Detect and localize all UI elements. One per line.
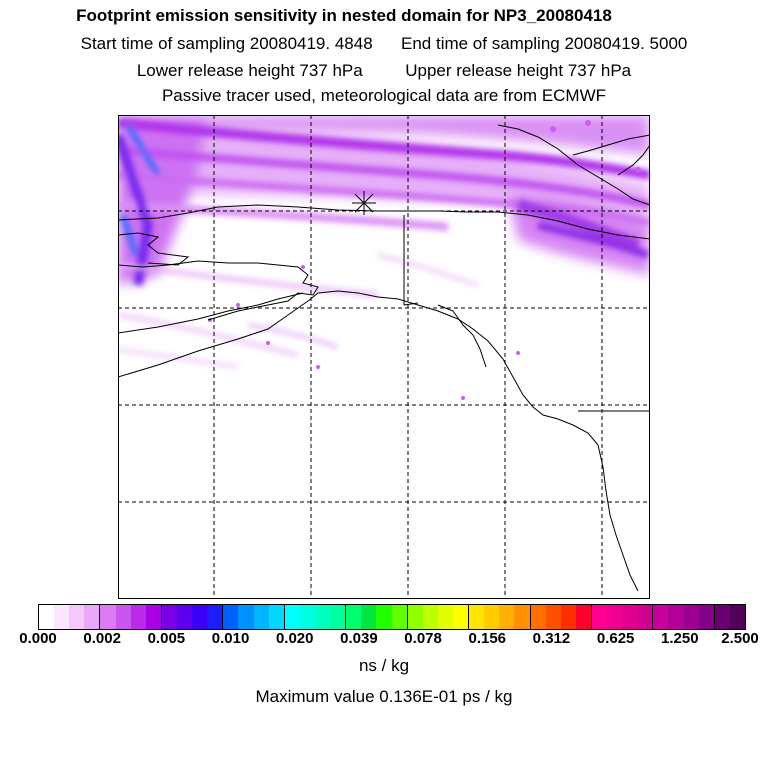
colorbar-swatch — [391, 605, 408, 629]
colorbar-swatch — [176, 605, 193, 629]
colorbar-swatch — [314, 605, 331, 629]
colorbar-swatch — [223, 605, 239, 629]
colorbar-tick-label: 0.039 — [340, 630, 378, 647]
sampling-times: Start time of sampling 20080419. 4848 En… — [0, 34, 768, 54]
tracer-note: Passive tracer used, meteorological data… — [161, 86, 607, 105]
colorbar-swatch — [469, 605, 485, 629]
colorbar-swatch — [575, 605, 592, 629]
colorbar-tick-label: 1.250 — [661, 630, 699, 647]
colorbar-swatch — [284, 605, 300, 629]
graticule — [118, 115, 650, 599]
map-panel — [118, 115, 650, 599]
colorbar-swatch — [84, 605, 101, 629]
asterisk-icon — [352, 191, 376, 215]
colorbar-tick-label: 0.002 — [83, 630, 121, 647]
colorbar-swatch — [530, 605, 546, 629]
colorbar-tick-label: 0.000 — [19, 630, 57, 647]
colorbar-swatch — [698, 605, 715, 629]
colorbar — [38, 604, 746, 630]
release-heights: Lower release height 737 hPa Upper relea… — [0, 61, 768, 81]
colorbar-swatch — [637, 605, 654, 629]
colorbar-swatch — [161, 605, 177, 629]
colorbar-swatch — [452, 605, 470, 629]
colorbar-swatch — [591, 605, 608, 629]
colorbar-swatch — [361, 605, 377, 629]
sensitivity-field — [118, 115, 650, 400]
map-svg — [118, 115, 650, 599]
maximum-value: Maximum value 0.136E-01 ps / kg — [255, 687, 513, 706]
colorbar-swatch — [407, 605, 423, 629]
colorbar-swatch — [330, 605, 347, 629]
colorbar-swatch — [653, 605, 669, 629]
colorbar-swatch — [560, 605, 576, 629]
colorbar-tick-labels: 0.000 0.002 0.005 0.010 0.020 0.039 0.078 0.156… — [0, 630, 768, 652]
colorbar-swatch — [130, 605, 146, 629]
colorbar-swatch — [39, 605, 55, 629]
colorbar-swatch — [145, 605, 162, 629]
colorbar-swatch — [607, 605, 623, 629]
colorbar-swatch — [422, 605, 438, 629]
plot-title: Footprint emission sensitivity in nested… — [76, 6, 612, 25]
colorbar-swatch — [54, 605, 70, 629]
colorbar-tick-label: 0.156 — [468, 630, 507, 647]
colorbar-swatch — [714, 605, 730, 629]
colorbar-tick-label: 0.010 — [211, 630, 250, 647]
colorbar-swatch — [268, 605, 285, 629]
colorbar-tick-label: 0.020 — [275, 630, 314, 647]
colorbar-swatch — [69, 605, 85, 629]
colorbar-swatch — [499, 605, 515, 629]
colorbar-tick-label: 0.078 — [404, 630, 442, 647]
lower-release-label: Lower release height 737 hPa — [136, 61, 363, 80]
colorbar-unit: ns / kg — [358, 656, 410, 675]
colorbar-swatch — [668, 605, 684, 629]
colorbar-swatch — [238, 605, 254, 629]
colorbar-tick-label: 2.500 — [721, 630, 759, 647]
colorbar-tick-label: 0.625 — [596, 630, 635, 647]
colorbar-swatch — [437, 605, 453, 629]
colorbar-swatch — [100, 605, 116, 629]
colorbar-swatch — [253, 605, 269, 629]
colorbar-swatch — [484, 605, 500, 629]
upper-release-label: Upper release height 737 hPa — [405, 61, 632, 80]
colorbar-swatch — [622, 605, 638, 629]
colorbar-swatch — [192, 605, 208, 629]
colorbar-swatch — [683, 605, 699, 629]
colorbar-swatch — [299, 605, 315, 629]
colorbar-tick-label: 0.312 — [532, 630, 571, 647]
colorbar-swatch — [115, 605, 131, 629]
colorbar-swatch — [729, 605, 746, 629]
end-time-label: End time of sampling 20080419. 5000 — [401, 34, 688, 53]
start-time-label: Start time of sampling 20080419. 4848 — [80, 34, 373, 53]
colorbar-tick-label: 0.005 — [147, 630, 186, 647]
colorbar-swatch — [514, 605, 531, 629]
colorbar-swatch — [376, 605, 392, 629]
colorbar-swatch — [346, 605, 362, 629]
colorbar-swatch — [207, 605, 224, 629]
colorbar-swatch — [545, 605, 561, 629]
